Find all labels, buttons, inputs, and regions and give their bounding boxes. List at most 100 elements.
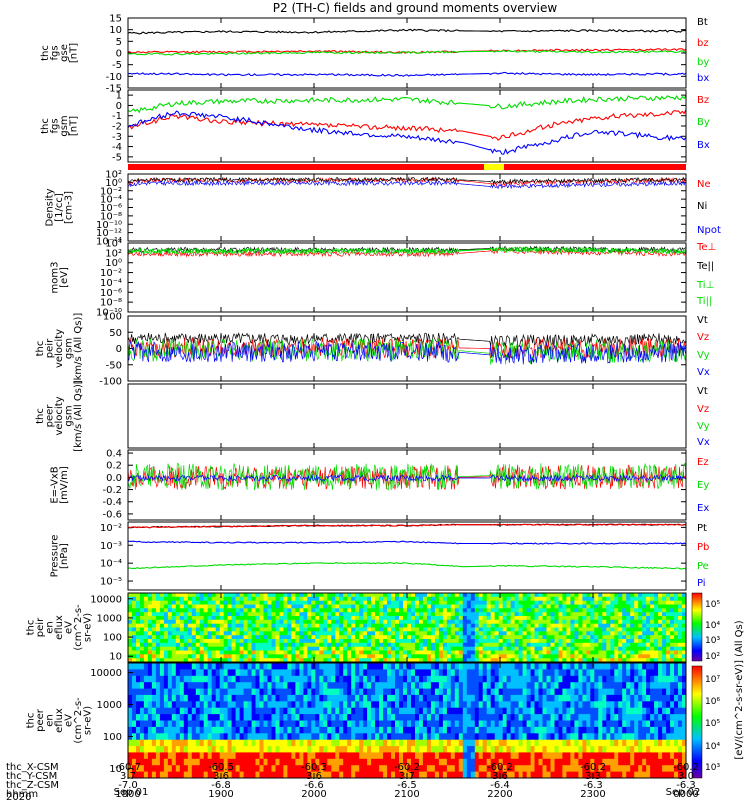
heatmap-cell [176, 628, 180, 632]
heatmap-cell [188, 593, 192, 597]
heatmap-cell [272, 669, 276, 676]
heatmap-cell [291, 654, 295, 658]
heatmap-cell [156, 689, 160, 696]
heatmap-cell [283, 746, 287, 753]
heatmap-cell [582, 733, 586, 740]
heatmap-cell [459, 765, 463, 772]
heatmap-cell [283, 601, 287, 605]
heatmap-cell [363, 647, 367, 651]
heatmap-cell [562, 714, 566, 721]
heatmap-cell [224, 651, 228, 655]
heatmap-cell [562, 727, 566, 734]
heatmap-cell [307, 624, 311, 628]
heatmap-cell [427, 740, 431, 747]
heatmap-cell [578, 597, 582, 601]
heatmap-cell [188, 721, 192, 728]
heatmap-cell [351, 676, 355, 683]
heatmap-cell [327, 765, 331, 772]
heatmap-cell [547, 772, 551, 779]
panel-fgs_gsm-tick: -5 [112, 152, 122, 163]
heatmap-cell [646, 639, 650, 643]
heatmap-cell [515, 624, 519, 628]
heatmap-cell [399, 714, 403, 721]
heatmap-cell [156, 676, 160, 683]
heatmap-cell [602, 647, 606, 651]
heatmap-cell [407, 616, 411, 620]
heatmap-cell [411, 651, 415, 655]
heatmap-cell [555, 701, 559, 708]
heatmap-cell [144, 620, 148, 624]
heatmap-cell [598, 639, 602, 643]
heatmap-cell [212, 616, 216, 620]
heatmap-cell [184, 746, 188, 753]
heatmap-cell [555, 620, 559, 624]
legend-peer_velocity-0: Vt [697, 386, 708, 397]
heatmap-cell [467, 663, 471, 670]
heatmap-cell [574, 597, 578, 601]
heatmap-cell [658, 620, 662, 624]
heatmap-cell [319, 746, 323, 753]
heatmap-cell [192, 733, 196, 740]
heatmap-cell [427, 639, 431, 643]
heatmap-cell [586, 631, 590, 635]
heatmap-cell [287, 643, 291, 647]
heatmap-cell [562, 639, 566, 643]
heatmap-cell [423, 727, 427, 734]
heatmap-cell [650, 597, 654, 601]
heatmap-cell [252, 663, 256, 670]
heatmap-cell [375, 695, 379, 702]
heatmap-cell [678, 651, 682, 655]
heatmap-cell [594, 654, 598, 658]
heatmap-cell [192, 772, 196, 779]
heatmap-cell [268, 682, 272, 689]
heatmap-cell [395, 708, 399, 715]
heatmap-cell [136, 733, 140, 740]
heatmap-cell [559, 669, 563, 676]
heatmap-cell [487, 708, 491, 715]
heatmap-cell [610, 654, 614, 658]
heatmap-cell [570, 635, 574, 639]
heatmap-cell [439, 682, 443, 689]
heatmap-cell [347, 676, 351, 683]
heatmap-cell [260, 647, 264, 651]
heatmap-cell [248, 597, 252, 601]
heatmap-cell [192, 612, 196, 616]
heatmap-cell [642, 651, 646, 655]
heatmap-cell [391, 676, 395, 683]
heatmap-cell [164, 752, 168, 759]
heatmap-cell [260, 689, 264, 696]
heatmap-cell [232, 695, 236, 702]
heatmap-cell [379, 727, 383, 734]
heatmap-cell [471, 628, 475, 632]
heatmap-cell [351, 628, 355, 632]
heatmap-cell [479, 721, 483, 728]
heatmap-cell [559, 772, 563, 779]
heatmap-cell [307, 647, 311, 651]
heatmap-cell [642, 620, 646, 624]
heatmap-cell [447, 647, 451, 651]
heatmap-cell [315, 628, 319, 632]
heatmap-cell [335, 643, 339, 647]
heatmap-cell [295, 620, 299, 624]
heatmap-cell [551, 733, 555, 740]
heatmap-cell [323, 733, 327, 740]
heatmap-cell [443, 689, 447, 696]
heatmap-cell [228, 631, 232, 635]
heatmap-cell [463, 631, 467, 635]
heatmap-cell [136, 676, 140, 683]
heatmap-cell [415, 601, 419, 605]
heatmap-cell [503, 620, 507, 624]
heatmap-cell [407, 708, 411, 715]
heatmap-cell [395, 639, 399, 643]
heatmap-cell [618, 593, 622, 597]
heatmap-cell [355, 605, 359, 609]
heatmap-cell [232, 631, 236, 635]
heatmap-cell [551, 631, 555, 635]
heatmap-cell [351, 601, 355, 605]
heatmap-cell [204, 701, 208, 708]
series-fgs-0 [128, 29, 686, 34]
heatmap-cell [618, 643, 622, 647]
heatmap-cell [598, 651, 602, 655]
heatmap-cell [176, 605, 180, 609]
heatmap-cell [287, 772, 291, 779]
